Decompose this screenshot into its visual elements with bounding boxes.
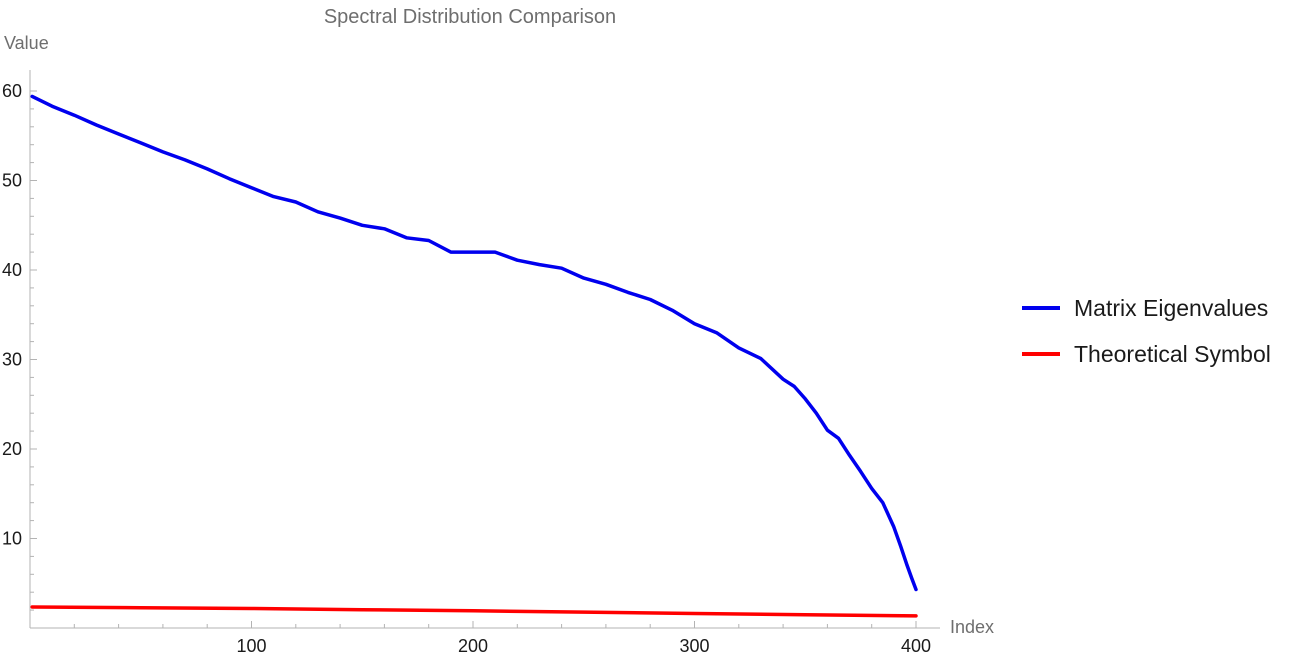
y-tick-label: 30	[2, 350, 22, 370]
y-axis-label: Value	[4, 33, 49, 53]
series-line-matrix-eigenvalues	[30, 94, 918, 592]
series-line-theoretical-symbol	[30, 605, 918, 618]
series-layer	[30, 94, 918, 618]
x-axis-label: Index	[950, 617, 994, 637]
legend-label: Matrix Eigenvalues	[1074, 295, 1268, 321]
y-tick-label: 10	[2, 529, 22, 549]
y-tick-label: 20	[2, 439, 22, 459]
y-tick-label: 40	[2, 260, 22, 280]
chart-title: Spectral Distribution Comparison	[324, 6, 616, 28]
y-tick-label: 50	[2, 171, 22, 191]
x-tick-label: 400	[901, 636, 931, 656]
x-tick-label: 200	[458, 636, 488, 656]
x-tick-label: 300	[679, 636, 709, 656]
legend-label: Theoretical Symbol	[1074, 341, 1271, 367]
x-tick-label: 100	[236, 636, 266, 656]
y-tick-label: 60	[2, 81, 22, 101]
legend: Matrix Eigenvalues Theoretical Symbol	[1022, 295, 1271, 367]
axes: 100 200 300 400 10 20 30 40 50 60	[2, 70, 940, 656]
